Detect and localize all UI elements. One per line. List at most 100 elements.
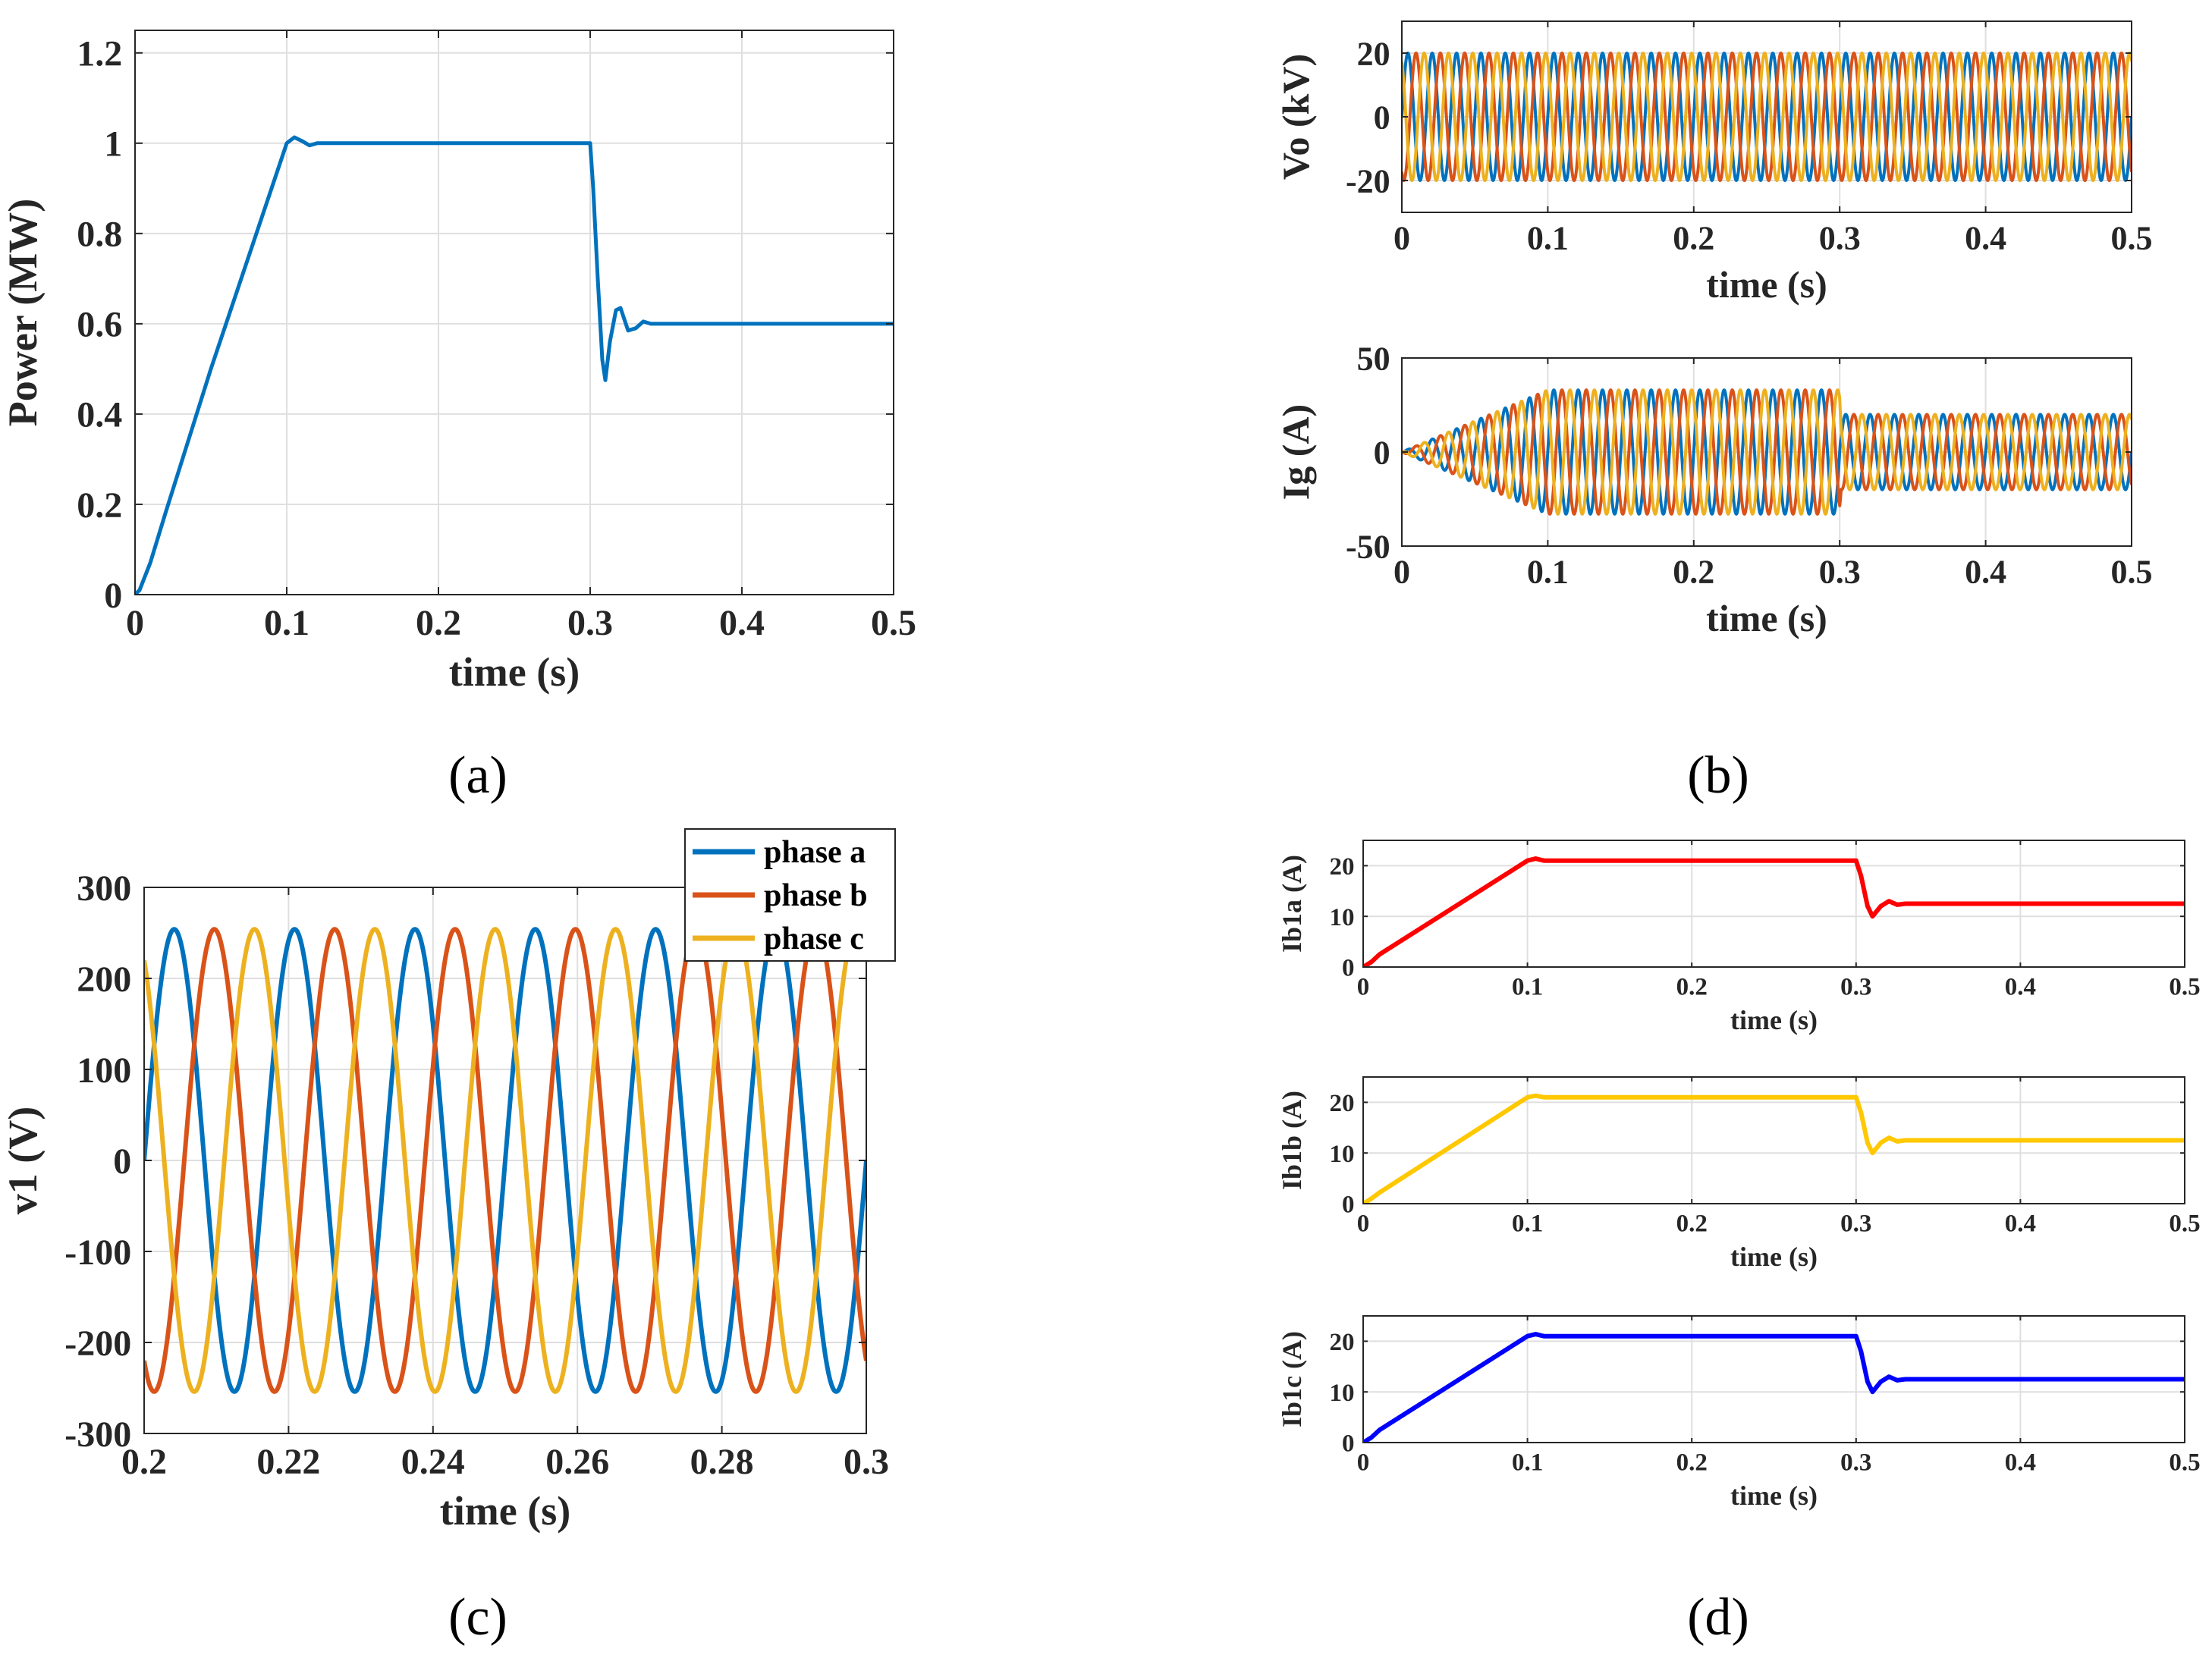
legend-label: phase b: [764, 878, 868, 913]
x-tick-label: 0.3: [1840, 1449, 1871, 1476]
chart-ib1a: 0 0.1 0.2 0.3 0.4 0.5 0 10 20 time (s) Ib1a (A): [1277, 840, 2201, 1035]
x-tick-label: 0.4: [1965, 219, 2006, 256]
legend-label: phase a: [764, 835, 866, 870]
x-tick-label: 0.22: [256, 1442, 320, 1482]
plot-area-power: [135, 30, 894, 595]
y-tick-label: 10: [1329, 904, 1354, 931]
y-tick-label: -200: [64, 1323, 131, 1364]
x-tick-label: 0.2: [1676, 1210, 1708, 1237]
x-tick-label: 0.3: [567, 603, 613, 643]
y-tick-label: 0: [1342, 1192, 1355, 1219]
x-tick-label: 0.5: [2111, 219, 2153, 256]
series-phase-b: [1402, 52, 2132, 182]
x-tick-label: 0: [1393, 219, 1410, 256]
x-tick-label: 0.3: [1819, 553, 1861, 590]
y-tick-label: 1: [104, 124, 122, 165]
x-tick-label: 0.5: [2169, 1449, 2200, 1476]
y-tick-label: -20: [1346, 162, 1390, 199]
x-tick-label: 0.3: [1819, 219, 1861, 256]
panel-label-a: (a): [448, 746, 507, 805]
series-Ib1b: [1363, 1093, 2185, 1204]
x-tick-label: 0.2: [1673, 553, 1714, 590]
series-phase-a: [144, 927, 866, 1394]
x-axis-label: time (s): [1706, 597, 1827, 639]
x-tick-label: 0.5: [871, 603, 916, 643]
x-tick-label: 0.4: [719, 603, 765, 643]
chart-ib1c: 0 0.1 0.2 0.3 0.4 0.5 0 10 20 time (s) Ib1c (A): [1277, 1315, 2201, 1511]
x-tick-label: 0.3: [844, 1442, 889, 1482]
y-tick-label: 20: [1357, 35, 1390, 72]
y-tick-label: -100: [64, 1232, 131, 1273]
series-phase-a: [1402, 52, 2132, 182]
y-tick-label: 20: [1329, 1329, 1354, 1356]
y-tick-label: 0: [1374, 434, 1390, 471]
panel-label-c: (c): [448, 1588, 507, 1647]
x-tick-label: 0: [126, 603, 144, 643]
axes-box-ib1b: [1362, 1076, 2185, 1204]
legend-label: phase c: [764, 922, 864, 956]
y-tick-label: 10: [1329, 1380, 1354, 1407]
x-tick-label: 0.26: [545, 1442, 609, 1482]
series-phase-a: [1402, 388, 2132, 516]
x-tick-label: 0.2: [121, 1442, 167, 1482]
x-tick-label: 0.5: [2111, 553, 2153, 590]
x-tick-label: 0.2: [1676, 1449, 1708, 1476]
x-tick-label: 0.1: [1512, 1449, 1543, 1476]
series-group-power: [135, 135, 894, 595]
chart-power: 0 0.1 0.2 0.3 0.4 0.5 0 0.2 0.4 0.6 0.8 1 1.2 time (s…: [0, 30, 916, 695]
x-axis-label: time (s): [1730, 1005, 1818, 1035]
x-tick-label: 0.5: [2169, 973, 2200, 1000]
y-tick-label: 20: [1329, 853, 1354, 881]
y-axis-label: Vo (kV): [1274, 54, 1317, 180]
legend: phase a phase b phase c: [684, 828, 896, 962]
series-group-ib1b: [1363, 1093, 2185, 1204]
x-tick-label: 0.4: [2005, 973, 2036, 1000]
axes-box-power: [134, 30, 894, 595]
series-group-ib1a: [1363, 856, 2185, 967]
series-phase-c: [1402, 52, 2132, 182]
x-tick-label: 0.3: [1840, 1210, 1871, 1237]
y-tick-label: 20: [1329, 1090, 1354, 1117]
x-tick-label: 0.1: [1512, 973, 1543, 1000]
y-tick-label: 0: [104, 576, 122, 616]
y-tick-label: 300: [77, 868, 131, 909]
series-phase-b: [1402, 388, 2132, 516]
y-tick-label: 0.6: [77, 305, 122, 345]
y-axis-label: Ib1a (A): [1277, 855, 1307, 953]
series-phase-b: [144, 927, 866, 1394]
series-group-ib1c: [1363, 1332, 2185, 1443]
y-tick-label: 200: [77, 959, 131, 1000]
x-tick-label: 0.3: [1840, 973, 1871, 1000]
series-Ib1a: [1363, 856, 2185, 967]
y-tick-label: 0: [113, 1141, 131, 1182]
plots-layer: 0 0.1 0.2 0.3 0.4 0.5 0 0.2 0.4 0.6 0.8 1 1.2 time (s…: [0, 20, 2201, 1534]
y-axis-label: Ib1b (A): [1277, 1091, 1307, 1190]
x-tick-label: 0.28: [690, 1442, 754, 1482]
y-tick-label: 0: [1342, 955, 1355, 982]
y-tick-label: -50: [1346, 528, 1390, 565]
y-tick-label: 0.2: [77, 485, 122, 526]
x-axis-label: time (s): [1730, 1480, 1818, 1511]
axes-box-ib1a: [1362, 840, 2185, 968]
y-tick-label: 0.8: [77, 215, 122, 255]
y-tick-label: 1.2: [77, 34, 122, 74]
y-axis-label: Power (MW): [0, 199, 46, 426]
x-axis-label: time (s): [1706, 263, 1827, 306]
y-axis-label: v1 (V): [0, 1107, 46, 1214]
panel-label-b: (b): [1687, 746, 1749, 805]
x-tick-label: 0.4: [1965, 553, 2006, 590]
axes-box-ib1c: [1362, 1315, 2185, 1443]
x-axis-label: time (s): [449, 649, 580, 695]
x-tick-label: 0.2: [1676, 973, 1708, 1000]
x-tick-label: 0.1: [264, 603, 309, 643]
y-tick-label: 0: [1342, 1430, 1355, 1458]
y-tick-label: -300: [64, 1415, 131, 1455]
x-tick-label: 0.2: [416, 603, 461, 643]
x-axis-label: time (s): [440, 1488, 570, 1534]
x-tick-label: 0.1: [1527, 219, 1569, 256]
x-tick-label: 0.1: [1512, 1210, 1543, 1237]
x-tick-label: 0.4: [2005, 1210, 2036, 1237]
chart-v1: 0.2 0.22 0.24 0.26 0.28 0.3 -300 -200 -100 0 100 20…: [0, 828, 896, 1534]
